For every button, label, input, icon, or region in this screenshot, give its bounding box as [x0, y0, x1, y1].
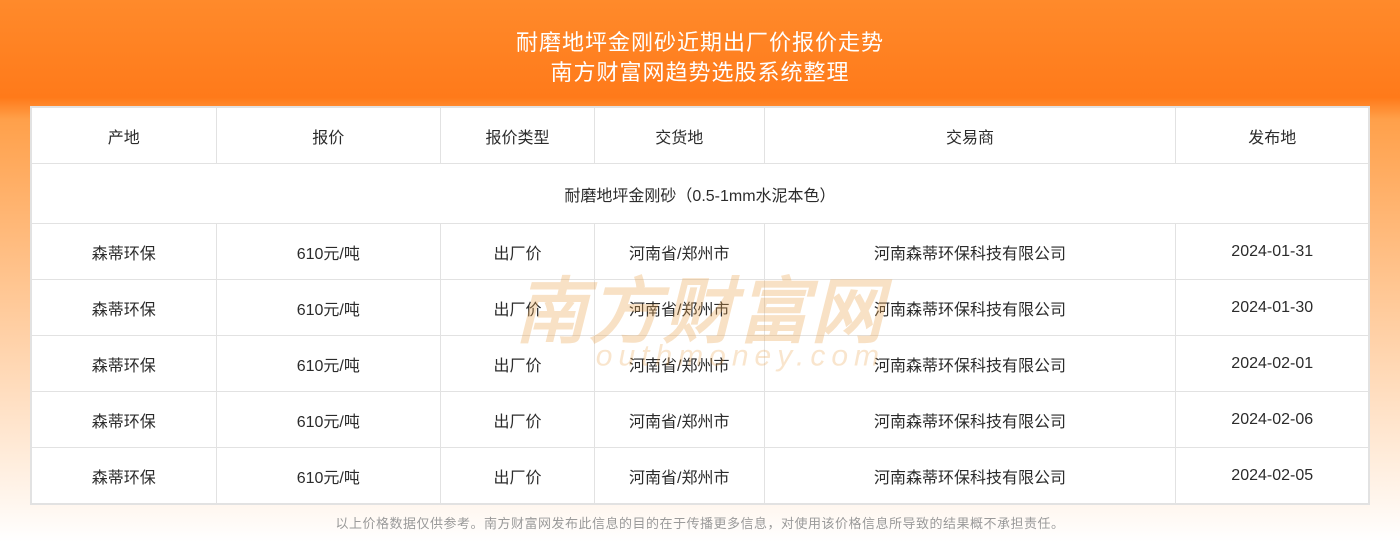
cell-price-type: 出厂价: [441, 336, 595, 392]
table-row: 森蒂环保 610元/吨 出厂价 河南省/郑州市 河南森蒂环保科技有限公司 202…: [32, 280, 1369, 336]
cell-origin: 森蒂环保: [32, 392, 217, 448]
table-row: 森蒂环保 610元/吨 出厂价 河南省/郑州市 河南森蒂环保科技有限公司 202…: [32, 336, 1369, 392]
cell-origin: 森蒂环保: [32, 336, 217, 392]
cell-trader: 河南森蒂环保科技有限公司: [764, 280, 1176, 336]
cell-delivery: 河南省/郑州市: [594, 336, 764, 392]
page-header: 耐磨地坪金刚砂近期出厂价报价走势 南方财富网趋势选股系统整理: [0, 0, 1400, 106]
cell-publish-date: 2024-02-01: [1176, 336, 1369, 392]
cell-origin: 森蒂环保: [32, 448, 217, 504]
section-label: 耐磨地坪金刚砂（0.5-1mm水泥本色）: [32, 164, 1369, 224]
col-header-price-type: 报价类型: [441, 108, 595, 164]
cell-price-type: 出厂价: [441, 448, 595, 504]
cell-delivery: 河南省/郑州市: [594, 280, 764, 336]
cell-price: 610元/吨: [216, 336, 441, 392]
col-header-origin: 产地: [32, 108, 217, 164]
cell-price-type: 出厂价: [441, 392, 595, 448]
cell-delivery: 河南省/郑州市: [594, 448, 764, 504]
col-header-publish: 发布地: [1176, 108, 1369, 164]
cell-publish-date: 2024-01-31: [1176, 224, 1369, 280]
cell-price: 610元/吨: [216, 224, 441, 280]
price-table-wrap: 南方财富网 outhmoney.com 产地 报价 报价类型 交货地 交易商 发…: [30, 106, 1370, 505]
cell-delivery: 河南省/郑州市: [594, 224, 764, 280]
table-header-row: 产地 报价 报价类型 交货地 交易商 发布地: [32, 108, 1369, 164]
table-row: 森蒂环保 610元/吨 出厂价 河南省/郑州市 河南森蒂环保科技有限公司 202…: [32, 392, 1369, 448]
col-header-price: 报价: [216, 108, 441, 164]
cell-price: 610元/吨: [216, 448, 441, 504]
cell-trader: 河南森蒂环保科技有限公司: [764, 224, 1176, 280]
cell-price: 610元/吨: [216, 392, 441, 448]
cell-price: 610元/吨: [216, 280, 441, 336]
cell-trader: 河南森蒂环保科技有限公司: [764, 336, 1176, 392]
col-header-trader: 交易商: [764, 108, 1176, 164]
col-header-delivery: 交货地: [594, 108, 764, 164]
cell-delivery: 河南省/郑州市: [594, 392, 764, 448]
title-line-1: 耐磨地坪金刚砂近期出厂价报价走势: [0, 28, 1400, 58]
cell-publish-date: 2024-02-06: [1176, 392, 1369, 448]
page-container: 耐磨地坪金刚砂近期出厂价报价走势 南方财富网趋势选股系统整理 南方财富网 out…: [0, 0, 1400, 542]
cell-publish-date: 2024-02-05: [1176, 448, 1369, 504]
cell-price-type: 出厂价: [441, 224, 595, 280]
footer-disclaimer: 以上价格数据仅供参考。南方财富网发布此信息的目的在于传播更多信息，对使用该价格信…: [0, 513, 1400, 532]
cell-price-type: 出厂价: [441, 280, 595, 336]
section-row: 耐磨地坪金刚砂（0.5-1mm水泥本色）: [32, 164, 1369, 224]
cell-trader: 河南森蒂环保科技有限公司: [764, 448, 1176, 504]
title-line-2: 南方财富网趋势选股系统整理: [0, 58, 1400, 88]
cell-publish-date: 2024-01-30: [1176, 280, 1369, 336]
cell-origin: 森蒂环保: [32, 280, 217, 336]
cell-trader: 河南森蒂环保科技有限公司: [764, 392, 1176, 448]
table-row: 森蒂环保 610元/吨 出厂价 河南省/郑州市 河南森蒂环保科技有限公司 202…: [32, 448, 1369, 504]
table-row: 森蒂环保 610元/吨 出厂价 河南省/郑州市 河南森蒂环保科技有限公司 202…: [32, 224, 1369, 280]
price-table: 产地 报价 报价类型 交货地 交易商 发布地 耐磨地坪金刚砂（0.5-1mm水泥…: [31, 107, 1369, 504]
cell-origin: 森蒂环保: [32, 224, 217, 280]
